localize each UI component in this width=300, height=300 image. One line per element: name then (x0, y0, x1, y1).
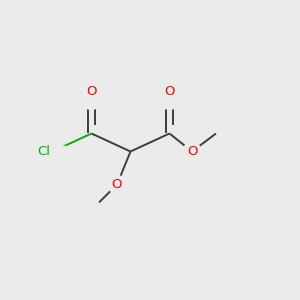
Text: O: O (86, 85, 97, 98)
Text: O: O (112, 178, 122, 191)
Bar (39, 146, 66, 158)
Circle shape (108, 176, 126, 194)
Text: Cl: Cl (37, 145, 50, 158)
Circle shape (82, 92, 100, 110)
Text: O: O (187, 145, 197, 158)
Text: O: O (164, 85, 175, 98)
Circle shape (160, 92, 178, 110)
Circle shape (183, 142, 201, 160)
